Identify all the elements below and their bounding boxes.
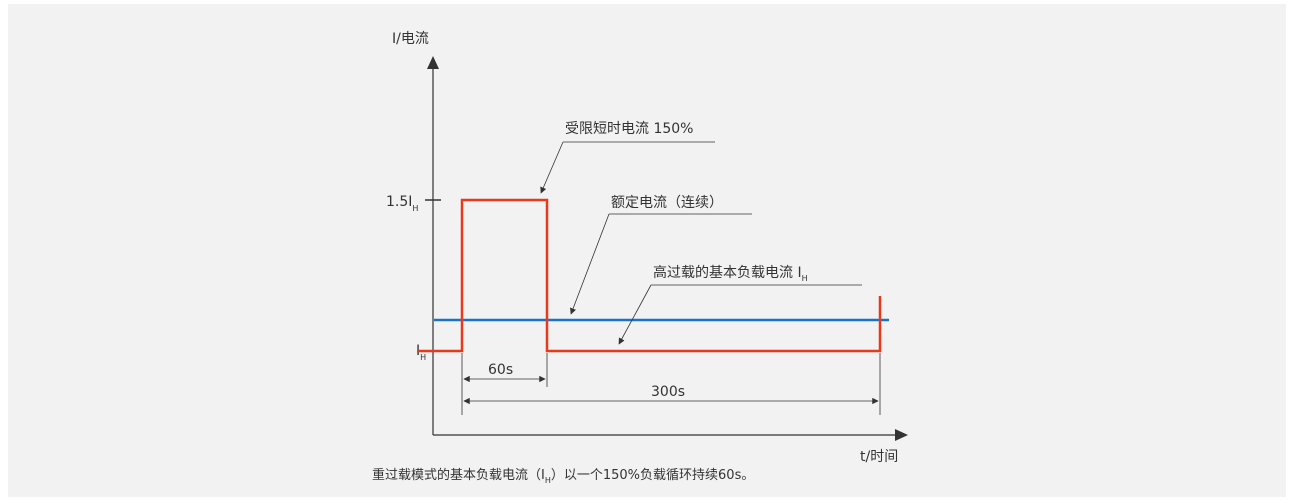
dim-300-label: 300s — [651, 384, 685, 400]
callout-base-label: 高过载的基本负载电流 IH — [653, 264, 808, 283]
diagram-panel — [8, 4, 1286, 497]
load-current-line — [417, 198, 882, 353]
callout-rated-label: 额定电流（连续） — [611, 194, 723, 211]
callout-peak-label: 受限短时电流 150% — [565, 121, 693, 137]
x-axis-label: t/时间 — [860, 449, 898, 465]
x-axis-arrow — [895, 429, 908, 441]
caption: 重过载模式的基本负载电流（IH）以一个150%负载循环持续60s。 — [372, 467, 754, 485]
y-axis-arrow — [427, 56, 439, 69]
callout-peak-pointer — [540, 141, 564, 194]
callout-base-pointer — [618, 284, 652, 345]
dim-60-label: 60s — [488, 362, 513, 378]
y-axis-label: I/电流 — [392, 31, 429, 47]
callout-rated-pointer — [570, 213, 610, 315]
tick-150-label: 1.5IH — [386, 194, 418, 213]
tick-ih-label: IH — [416, 343, 426, 362]
